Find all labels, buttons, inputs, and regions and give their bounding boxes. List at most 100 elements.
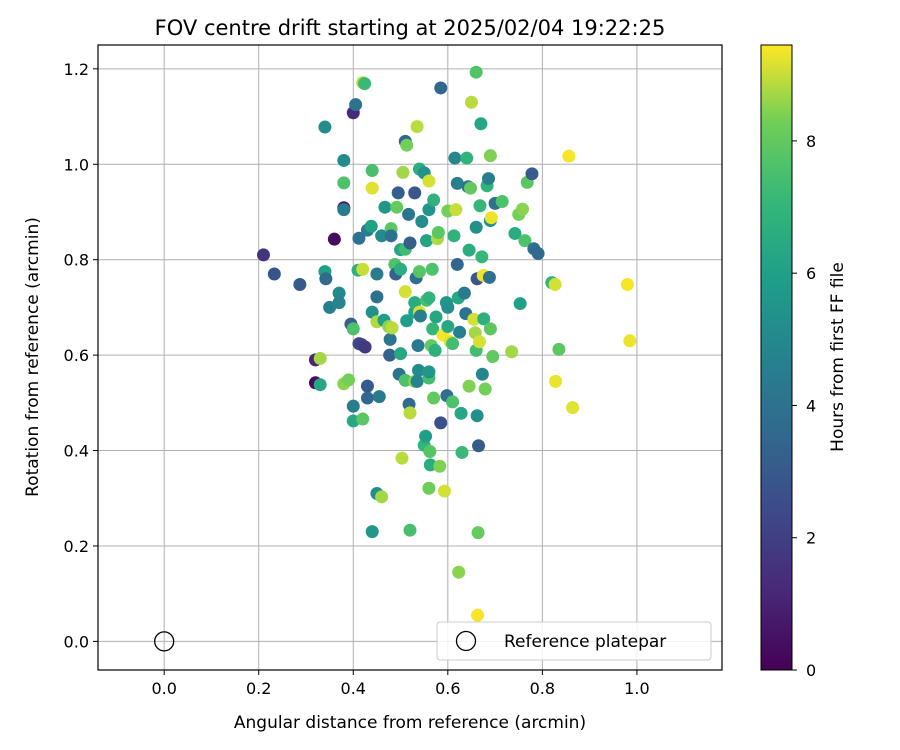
data-point bbox=[419, 429, 433, 443]
data-point bbox=[358, 340, 372, 354]
data-point bbox=[454, 406, 468, 420]
data-point bbox=[508, 226, 522, 240]
data-point bbox=[370, 290, 384, 304]
data-point bbox=[400, 314, 414, 328]
data-point bbox=[391, 186, 405, 200]
data-point bbox=[378, 200, 392, 214]
data-point bbox=[453, 325, 467, 339]
data-point bbox=[356, 262, 370, 276]
data-point bbox=[518, 234, 532, 248]
data-point bbox=[410, 120, 424, 134]
colorbar-ticks: 0 2 4 6 8 bbox=[792, 132, 816, 680]
data-point bbox=[505, 345, 519, 359]
y-tick-label: 1.2 bbox=[64, 60, 89, 79]
data-point bbox=[475, 367, 489, 381]
data-point bbox=[446, 337, 460, 351]
data-point bbox=[482, 270, 496, 284]
data-point bbox=[422, 174, 436, 188]
y-axis-ticks: 0.0 0.2 0.4 0.6 0.8 1.0 1.2 bbox=[64, 60, 98, 651]
data-point bbox=[495, 194, 509, 208]
data-point bbox=[446, 395, 460, 409]
data-point bbox=[337, 176, 351, 190]
y-tick-label: 1.0 bbox=[64, 155, 89, 174]
data-point bbox=[349, 98, 363, 112]
data-point bbox=[427, 193, 441, 207]
data-point bbox=[313, 351, 327, 365]
y-tick-label: 0.2 bbox=[64, 537, 89, 556]
x-tick-label: 0.2 bbox=[246, 679, 271, 698]
data-point bbox=[471, 526, 485, 540]
data-point bbox=[434, 416, 448, 430]
data-point bbox=[467, 312, 481, 326]
data-point bbox=[394, 262, 408, 276]
data-point bbox=[403, 523, 417, 537]
colorbar-tick-label: 0 bbox=[806, 661, 816, 680]
chart-title: FOV centre drift starting at 2025/02/04 … bbox=[155, 16, 666, 40]
grid-lines bbox=[98, 45, 722, 670]
data-point bbox=[477, 312, 491, 326]
data-point bbox=[464, 181, 478, 195]
data-point bbox=[623, 334, 637, 348]
data-point bbox=[398, 373, 412, 387]
colorbar-tick-label: 8 bbox=[806, 132, 816, 151]
data-point bbox=[434, 81, 448, 95]
data-point bbox=[473, 199, 487, 213]
data-point bbox=[383, 348, 397, 362]
data-point bbox=[360, 379, 374, 393]
colorbar-label: Hours from first FF file bbox=[828, 262, 848, 452]
data-point bbox=[398, 285, 412, 299]
data-point bbox=[472, 335, 486, 349]
data-point bbox=[402, 207, 416, 221]
x-tick-label: 0.0 bbox=[151, 679, 176, 698]
data-point bbox=[525, 167, 539, 181]
data-point bbox=[469, 220, 483, 234]
data-point bbox=[457, 286, 471, 300]
data-point bbox=[470, 409, 484, 423]
colorbar-tick-label: 6 bbox=[806, 264, 816, 283]
y-tick-label: 0.6 bbox=[64, 346, 89, 365]
data-point bbox=[478, 382, 492, 396]
data-point bbox=[475, 250, 489, 264]
data-point bbox=[385, 321, 399, 335]
data-point bbox=[516, 202, 530, 216]
legend: Reference platepar bbox=[436, 621, 712, 661]
data-point bbox=[422, 365, 436, 379]
data-point bbox=[332, 286, 346, 300]
data-point bbox=[364, 219, 378, 233]
data-point bbox=[411, 339, 425, 353]
data-point bbox=[413, 309, 427, 323]
data-point bbox=[548, 278, 562, 292]
colorbar-tick-label: 4 bbox=[806, 396, 816, 415]
data-point bbox=[481, 172, 495, 186]
data-point bbox=[410, 374, 424, 388]
data-point bbox=[337, 203, 351, 217]
data-point bbox=[562, 149, 576, 163]
data-point bbox=[455, 445, 469, 459]
data-point bbox=[452, 565, 466, 579]
data-point bbox=[358, 77, 372, 91]
data-point bbox=[462, 379, 476, 393]
data-point bbox=[403, 236, 417, 250]
data-point bbox=[352, 231, 366, 245]
legend-label: Reference platepar bbox=[504, 632, 666, 652]
data-point bbox=[395, 451, 409, 465]
data-point bbox=[462, 243, 476, 257]
data-point bbox=[429, 310, 443, 324]
data-point bbox=[427, 391, 441, 405]
data-point bbox=[375, 490, 389, 504]
data-point bbox=[342, 373, 356, 387]
legend-marker-icon bbox=[455, 630, 477, 652]
data-point bbox=[372, 390, 386, 404]
y-tick-label: 0.4 bbox=[64, 442, 89, 461]
data-point bbox=[474, 117, 488, 131]
data-point bbox=[415, 215, 429, 229]
data-point bbox=[486, 350, 500, 364]
data-point bbox=[531, 246, 545, 260]
colorbar: 0 2 4 6 8 Hours from first FF file bbox=[760, 44, 848, 680]
data-point bbox=[394, 347, 408, 361]
legend-box bbox=[436, 621, 712, 661]
data-point bbox=[337, 153, 351, 167]
data-point bbox=[384, 229, 398, 243]
data-point bbox=[327, 232, 341, 246]
x-tick-label: 0.8 bbox=[530, 679, 555, 698]
